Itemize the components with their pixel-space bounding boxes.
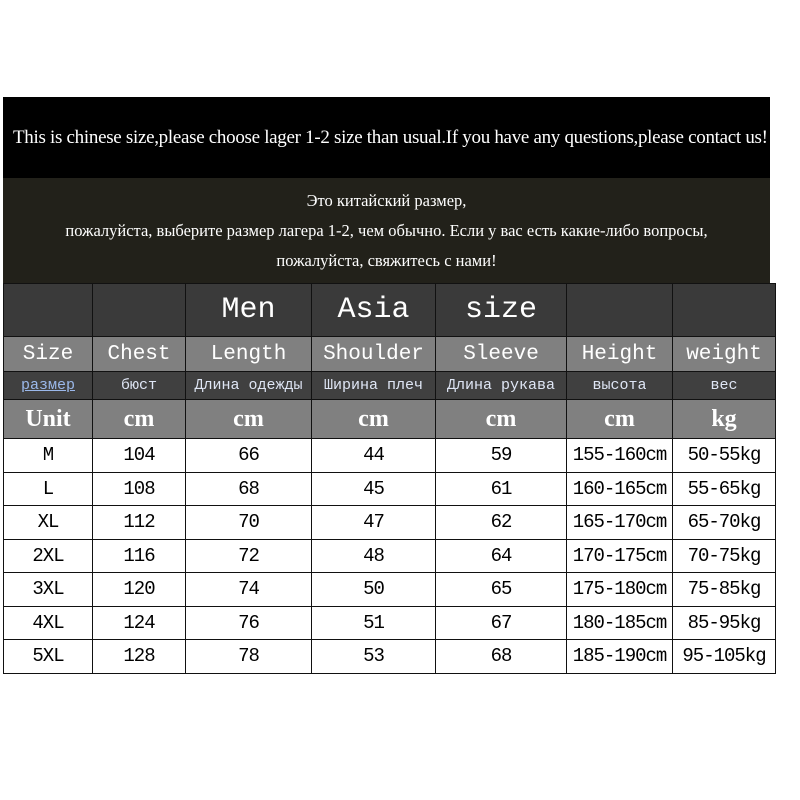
cell: 76 bbox=[185, 605, 312, 640]
cell: XL bbox=[3, 505, 93, 540]
cell: бюст bbox=[92, 371, 186, 400]
cell: 68 bbox=[185, 471, 312, 506]
cell: 47 bbox=[311, 505, 436, 540]
cell: 3XL bbox=[3, 572, 93, 607]
header-row-english: Size Chest Length Shoulder Sleeve Height weigh… bbox=[3, 336, 776, 372]
cell: 62 bbox=[435, 505, 567, 540]
cell: 66 bbox=[185, 438, 312, 473]
cell: Chest bbox=[92, 336, 186, 372]
cell: 124 bbox=[92, 605, 186, 640]
cell: Men bbox=[185, 283, 312, 337]
cell: 155-160cm bbox=[566, 438, 673, 473]
title-row: Men Asia size bbox=[3, 283, 776, 337]
notice-english: This is chinese size,please choose lager… bbox=[3, 97, 770, 178]
cell: 75-85kg bbox=[672, 572, 776, 607]
cell: 72 bbox=[185, 538, 312, 573]
cell: L bbox=[3, 471, 93, 506]
cell: Length bbox=[185, 336, 312, 372]
cell: 165-170cm bbox=[566, 505, 673, 540]
cell: M bbox=[3, 438, 93, 473]
cell: 74 bbox=[185, 572, 312, 607]
table-row: 2XL 116 72 48 64 170-175cm 70-75kg bbox=[3, 538, 776, 573]
notice-russian: Это китайский размер, пожалуйста, выбери… bbox=[3, 178, 770, 283]
cell: weight bbox=[672, 336, 776, 372]
cell: 61 bbox=[435, 471, 567, 506]
cell: 65-70kg bbox=[672, 505, 776, 540]
cell: Size bbox=[3, 336, 93, 372]
cell: высота bbox=[566, 371, 673, 400]
cell bbox=[92, 283, 186, 337]
cell: 180-185cm bbox=[566, 605, 673, 640]
table-row: 4XL 124 76 51 67 180-185cm 85-95kg bbox=[3, 605, 776, 640]
cell: 59 bbox=[435, 438, 567, 473]
cell: 175-180cm bbox=[566, 572, 673, 607]
table-row: L 108 68 45 61 160-165cm 55-65kg bbox=[3, 471, 776, 506]
cell: 50-55kg bbox=[672, 438, 776, 473]
cell: Sleeve bbox=[435, 336, 567, 372]
cell bbox=[3, 283, 93, 337]
cell: Shoulder bbox=[311, 336, 436, 372]
unit-row: Unit cm cm cm cm cm kg bbox=[3, 399, 776, 439]
cell: 64 bbox=[435, 538, 567, 573]
cell: 67 bbox=[435, 605, 567, 640]
cell: 2XL bbox=[3, 538, 93, 573]
cell: cm bbox=[185, 399, 312, 439]
cell: kg bbox=[672, 399, 776, 439]
cell: 65 bbox=[435, 572, 567, 607]
cell: 44 bbox=[311, 438, 436, 473]
cell bbox=[566, 283, 673, 337]
cell: 170-175cm bbox=[566, 538, 673, 573]
cell: 160-165cm bbox=[566, 471, 673, 506]
cell: 85-95kg bbox=[672, 605, 776, 640]
cell: 104 bbox=[92, 438, 186, 473]
cell: 116 bbox=[92, 538, 186, 573]
cell: 51 bbox=[311, 605, 436, 640]
cell: 120 bbox=[92, 572, 186, 607]
cell: size bbox=[435, 283, 567, 337]
cell: cm bbox=[92, 399, 186, 439]
cell: 70 bbox=[185, 505, 312, 540]
cell: 78 bbox=[185, 639, 312, 674]
table-row: 5XL 128 78 53 68 185-190cm 95-105kg bbox=[3, 639, 776, 674]
cell: cm bbox=[435, 399, 567, 439]
cell bbox=[672, 283, 776, 337]
cell: 55-65kg bbox=[672, 471, 776, 506]
cell: 185-190cm bbox=[566, 639, 673, 674]
cell: вес bbox=[672, 371, 776, 400]
cell: cm bbox=[311, 399, 436, 439]
cell: Ширина плеч bbox=[311, 371, 436, 400]
table-row: XL 112 70 47 62 165-170cm 65-70kg bbox=[3, 505, 776, 540]
cell: Height bbox=[566, 336, 673, 372]
cell: Asia bbox=[311, 283, 436, 337]
cell: 108 bbox=[92, 471, 186, 506]
cell: 50 bbox=[311, 572, 436, 607]
notice-russian-line: пожалуйста, свяжитесь с нами! bbox=[276, 251, 497, 270]
table-row: M 104 66 44 59 155-160cm 50-55kg bbox=[3, 438, 776, 473]
cell: 5XL bbox=[3, 639, 93, 674]
cell: Unit bbox=[3, 399, 93, 439]
cell: 112 bbox=[92, 505, 186, 540]
cell: 68 bbox=[435, 639, 567, 674]
cell: 4XL bbox=[3, 605, 93, 640]
cell: 128 bbox=[92, 639, 186, 674]
cell: Длина рукава bbox=[435, 371, 567, 400]
cell: 95-105kg bbox=[672, 639, 776, 674]
cell: 48 bbox=[311, 538, 436, 573]
notice-russian-line: пожалуйста, выберите размер лагера 1-2, … bbox=[65, 221, 708, 240]
cell: 45 bbox=[311, 471, 436, 506]
header-row-russian: размер бюст Длина одежды Ширина плеч Длина р… bbox=[3, 371, 776, 400]
cell: cm bbox=[566, 399, 673, 439]
notice-russian-line: Это китайский размер, bbox=[306, 191, 467, 210]
cell: размер bbox=[3, 371, 93, 400]
table-row: 3XL 120 74 50 65 175-180cm 75-85kg bbox=[3, 572, 776, 607]
cell: 70-75kg bbox=[672, 538, 776, 573]
size-chart-table: Men Asia size Size Chest Length Shoulder Sleeve… bbox=[3, 283, 776, 674]
cell: Длина одежды bbox=[185, 371, 312, 400]
cell: 53 bbox=[311, 639, 436, 674]
